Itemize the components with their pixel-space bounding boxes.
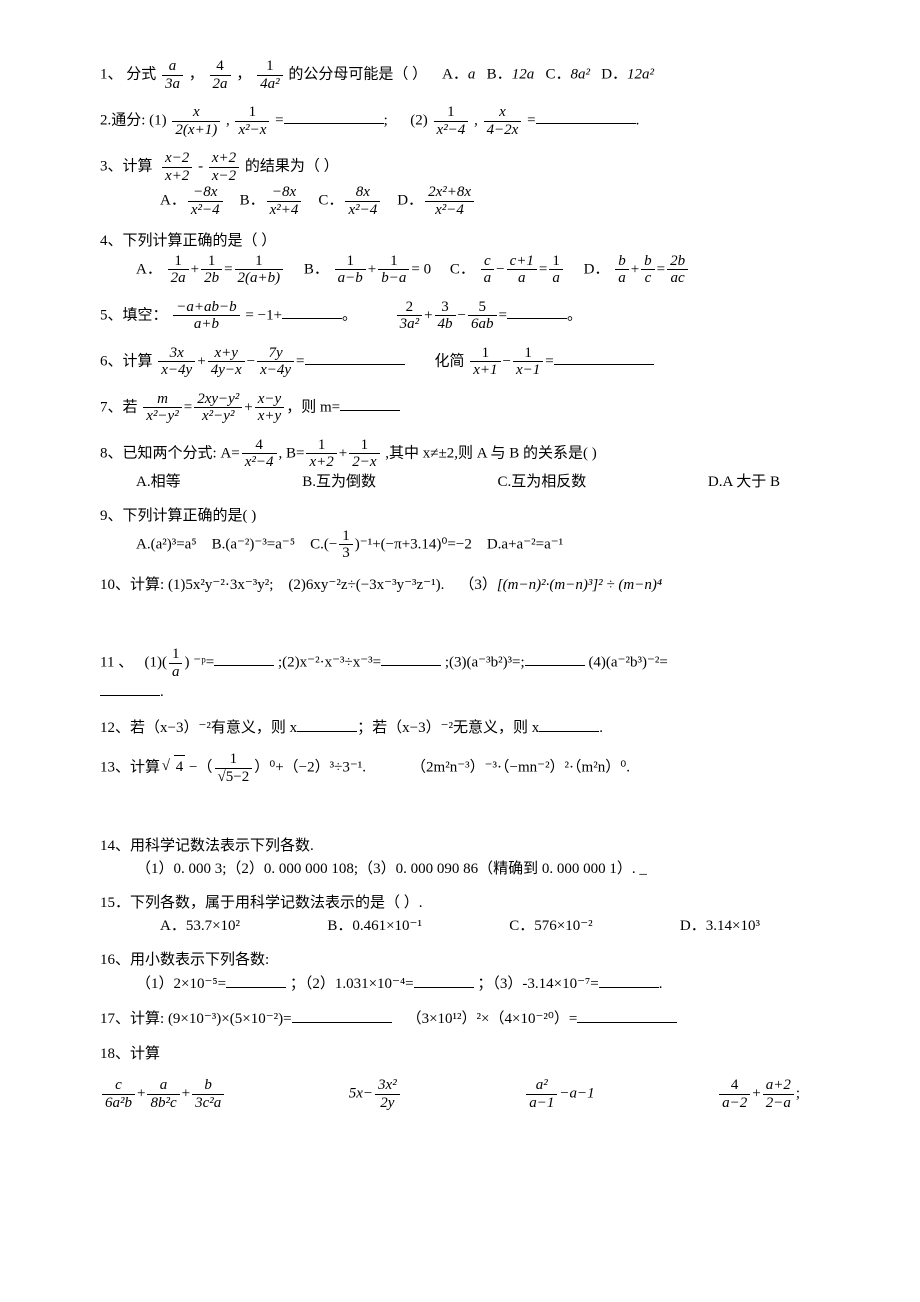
q15-options: A．53.7×10² B．0.461×10⁻¹ C．576×10⁻² D．3.1… [160,915,820,938]
blank [554,349,654,365]
q2-p1-f1: x2(x+1) [172,104,220,138]
q18-expr-1: c6a²b+a8b²c+b3c²a [100,1077,226,1111]
blank [539,716,599,732]
blank [414,972,474,988]
question-16: 16、用小数表示下列各数: （1）2×10⁻⁵= ；（2）1.031×10⁻⁴=… [100,949,820,995]
blank [292,1007,392,1023]
question-15: 15．下列各数，属于用科学记数法表示的是（ ）. A．53.7×10² B．0.… [100,892,820,937]
q18-expr-4: 4a−2+a+22−a; [717,1077,800,1111]
q1-num: 1、 [100,66,123,82]
question-2: 2.通分: (1) x2(x+1) , 1x²−x =; (2) 1x²−4 ,… [100,104,820,138]
sqrt-icon: 4 [164,755,186,779]
blank [282,303,342,319]
question-12: 12、若（x−3）⁻²有意义，则 x；若（x−3）⁻²无意义，则 x. [100,716,820,740]
question-8: 8、已知两个分式: A=4x²−4, B=1x+2+12−x ,其中 x≠±2,… [100,437,820,494]
question-7: 7、若 mx²−y²=2xy−y²x²−y²+x−yx+y，则 m= [100,391,820,425]
q1-frac2: 42a [210,58,231,92]
q1-frac3: 14a² [257,58,283,92]
q2-p2-f1: 1x²−4 [434,104,469,138]
question-11: 11 、 (1)(1a) ⁻ᵖ= ;(2)x⁻²·x⁻³÷x⁻³= ;(3)(a… [100,646,820,704]
q1-opt-d-pre: D． [601,66,627,82]
question-1: 1、 分式 a3a ， 42a ， 14a² 的公分母可能是（ ） A．a B．… [100,58,820,92]
question-14: 14、用科学记数法表示下列各数. （1）0. 000 3;（2）0. 000 0… [100,835,820,880]
question-17: 17、计算: (9×10⁻³)×(5×10⁻²)= （3×10¹²）²×（4×1… [100,1007,820,1031]
q2-p1-f2: 1x²−x [235,104,269,138]
blank [226,972,286,988]
q16-items: （1）2×10⁻⁵= ；（2）1.031×10⁻⁴= ；（3）-3.14×10⁻… [136,972,820,996]
q3-options: A．−8xx²−4 B．−8xx²+4 C．8xx²−4 D．2x²+8xx²−… [160,184,820,218]
question-4: 4、下列计算正确的是（ ） A． 12a+12b=12(a+b) B． 1a−b… [100,230,820,287]
blank [305,349,405,365]
blank [536,108,636,124]
question-5: 5、填空： −a+ab−ba+b = −1+。 23a²+34b−56ab=。 [100,299,820,333]
q1-opt-c-pre: C． [545,66,570,82]
q18-expr-3: a²a−1−a−1 [524,1077,594,1111]
q8-options: A.相等 B.互为倒数 C.互为相反数 D.A 大于 B [136,471,820,494]
q2-p2-f2: x4−2x [484,104,522,138]
blank [599,972,659,988]
q18-expr-2: 5x−3x²2y [349,1077,402,1111]
blank [284,108,384,124]
q14-items: （1）0. 000 3;（2）0. 000 000 108;（3）0. 000 … [136,858,820,881]
blank [340,395,400,411]
question-18: 18、计算 c6a²b+a8b²c+b3c²a 5x−3x²2y a²a−1−a… [100,1043,820,1112]
q1-opt-b-pre: B． [487,66,512,82]
q9-options: A.(a²)³=a⁵ B.(a⁻²)⁻³=a⁻⁵ C.(−13)⁻¹+(−π+3… [136,528,820,562]
blank [297,716,357,732]
blank [507,303,567,319]
q1-frac1: a3a [162,58,183,92]
question-10: 10、计算: (1)5x²y⁻²·3x⁻³y²; (2)6xy⁻²z÷(−3x⁻… [100,574,820,597]
blank [577,1007,677,1023]
q1-stem-pre: 分式 [126,66,156,82]
q4-options: A． 12a+12b=12(a+b) B． 1a−b+1b−a= 0 C． ca… [136,253,820,287]
q18-items: c6a²b+a8b²c+b3c²a 5x−3x²2y a²a−1−a−1 4a−… [100,1077,820,1111]
q1-opt-a-pre: A． [442,66,468,82]
blank [381,650,441,666]
question-13: 13、计算 4 −（1√5−2）⁰+（−2）³÷3⁻¹. （2m²n⁻³）⁻³·… [100,751,820,785]
blank [100,680,160,696]
blank [214,650,274,666]
question-9: 9、下列计算正确的是( ) A.(a²)³=a⁵ B.(a⁻²)⁻³=a⁻⁵ C… [100,505,820,562]
question-6: 6、计算 3xx−4y+x+y4y−x−7yx−4y= 化简 1x+1−1x−1… [100,345,820,379]
q1-stem-post: 的公分母可能是（ ） [288,66,427,82]
question-3: 3、计算 x−2x+2 - x+2x−2 的结果为（ ） A．−8xx²−4 B… [100,150,820,218]
blank [525,650,585,666]
